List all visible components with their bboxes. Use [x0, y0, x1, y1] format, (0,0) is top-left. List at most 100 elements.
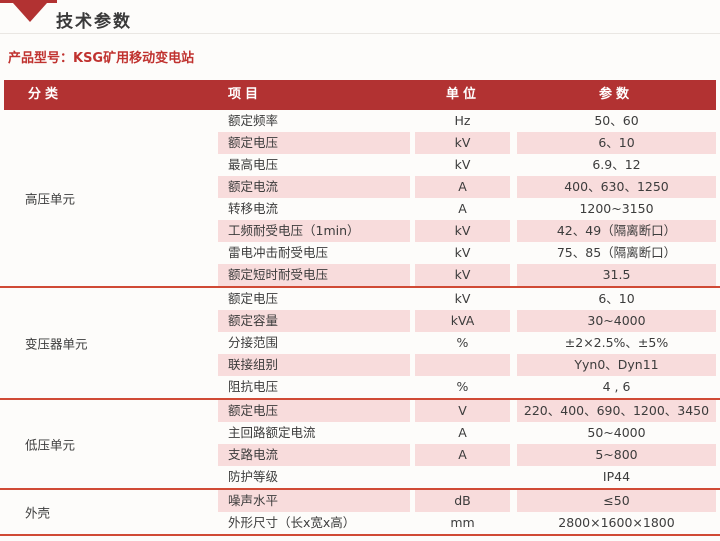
table-row: 支路电流 A 5~800 [0, 444, 720, 466]
page-header: 技术参数 [0, 0, 720, 34]
unit-cell: kV [415, 264, 510, 286]
param-cell: 75、85（隔离断口） [556, 245, 677, 260]
table-row: 额定容量 kVA 30~4000 [0, 310, 720, 332]
table-row: 额定电压 kV 6、10 [0, 132, 720, 154]
unit-cell: kV [454, 245, 471, 260]
item-cell: 防护等级 [228, 469, 279, 484]
param-cell: 6、10 [517, 132, 716, 154]
item-cell: 额定电压 [218, 400, 410, 422]
table-row: 额定短时耐受电压 kV 31.5 [0, 264, 720, 286]
item-cell: 转移电流 [228, 201, 279, 216]
category-label: 外壳 [25, 505, 51, 521]
section-divider [0, 488, 720, 490]
unit-cell: kV [415, 220, 510, 242]
item-cell: 主回路额定电流 [228, 425, 316, 440]
param-cell: Yyn0、Dyn11 [517, 354, 716, 376]
item-cell: 最高电压 [228, 157, 279, 172]
param-cell: 42、49（隔离断口） [517, 220, 716, 242]
table-row: 分接范围 % ±2×2.5%、±5% [0, 332, 720, 354]
table-row: 防护等级 IP44 [0, 466, 720, 488]
unit-cell [415, 354, 510, 376]
table-row: 主回路额定电流 A 50~4000 [0, 422, 720, 444]
param-cell: 1200~3150 [579, 201, 654, 216]
section-divider [0, 286, 720, 288]
table-row: 雷电冲击耐受电压 kV 75、85（隔离断口） [0, 242, 720, 264]
param-cell: 2800×1600×1800 [558, 515, 675, 530]
unit-cell: kV [415, 132, 510, 154]
unit-cell: % [456, 379, 469, 394]
unit-cell: % [456, 335, 469, 350]
param-cell: 50、60 [594, 113, 639, 128]
unit-cell [415, 466, 510, 488]
col-header-category: 分类 [28, 87, 63, 102]
category-label: 变压器单元 [25, 336, 88, 352]
item-cell: 额定电流 [218, 176, 410, 198]
unit-cell: mm [450, 515, 475, 530]
triangle-down-icon [13, 3, 47, 22]
item-cell: 额定电压 [218, 132, 410, 154]
item-cell: 阻抗电压 [228, 379, 279, 394]
table-row: 额定电压 kV 6、10 [0, 288, 720, 310]
unit-cell: A [415, 444, 510, 466]
header-red-bar [0, 0, 57, 3]
table-row: 额定电流 A 400、630、1250 [0, 176, 720, 198]
param-cell: ±2×2.5%、±5% [564, 335, 669, 350]
table-row: 噪声水平 dB ≤50 [0, 490, 720, 512]
item-cell: 噪声水平 [218, 490, 410, 512]
table-row: 转移电流 A 1200~3150 [0, 198, 720, 220]
table-row: 最高电压 kV 6.9、12 [0, 154, 720, 176]
item-cell: 额定容量 [218, 310, 410, 332]
item-cell: 额定短时耐受电压 [218, 264, 410, 286]
col-header-unit: 单位 [445, 87, 480, 102]
section-transformer-unit: 变压器单元 额定电压 kV 6、10 额定容量 kVA 30~4000 分接范围… [0, 288, 720, 398]
section-divider [0, 398, 720, 400]
spec-table: 分类 项目 单位 参数 高压单元 额定频率 Hz 50、60 额定电压 kV 6… [0, 80, 720, 536]
param-cell: 31.5 [517, 264, 716, 286]
table-header-row: 分类 项目 单位 参数 [4, 80, 716, 110]
col-header-item: 项目 [228, 87, 263, 102]
item-cell: 额定电压 [228, 291, 279, 306]
param-cell: ≤50 [517, 490, 716, 512]
product-model-label: 产品型号：KSG矿用移动变电站 [8, 51, 195, 66]
unit-cell: V [415, 400, 510, 422]
unit-cell: kV [454, 157, 471, 172]
item-cell: 额定频率 [228, 113, 279, 128]
table-row: 联接组别 Yyn0、Dyn11 [0, 354, 720, 376]
param-cell: 400、630、1250 [517, 176, 716, 198]
item-cell: 联接组别 [218, 354, 410, 376]
category-label: 高压单元 [25, 191, 76, 207]
item-cell: 支路电流 [218, 444, 410, 466]
category-label: 低压单元 [25, 437, 76, 453]
unit-cell: A [458, 425, 467, 440]
col-header-param: 参数 [598, 87, 633, 102]
table-row: 额定频率 Hz 50、60 [0, 110, 720, 132]
table-row: 工频耐受电压（1min） kV 42、49（隔离断口） [0, 220, 720, 242]
table-row: 外形尺寸（长x宽x高） mm 2800×1600×1800 [0, 512, 720, 534]
item-cell: 工频耐受电压（1min） [218, 220, 410, 242]
param-cell: 5~800 [517, 444, 716, 466]
page-title: 技术参数 [56, 12, 132, 32]
table-row: 阻抗电压 % 4 , 6 [0, 376, 720, 398]
unit-cell: kVA [415, 310, 510, 332]
section-enclosure: 外壳 噪声水平 dB ≤50 外形尺寸（长x宽x高） mm 2800×1600×… [0, 490, 720, 534]
unit-cell: A [415, 176, 510, 198]
unit-cell: Hz [454, 113, 471, 128]
param-cell: 30~4000 [517, 310, 716, 332]
item-cell: 雷电冲击耐受电压 [228, 245, 329, 260]
param-cell: 4 , 6 [602, 379, 631, 394]
unit-cell: A [458, 201, 467, 216]
table-row: 额定电压 V 220、400、690、1200、3450 [0, 400, 720, 422]
param-cell: 50~4000 [587, 425, 646, 440]
item-cell: 分接范围 [228, 335, 279, 350]
unit-cell: kV [454, 291, 471, 306]
param-cell: 220、400、690、1200、3450 [517, 400, 716, 422]
unit-cell: dB [415, 490, 510, 512]
param-cell: 6、10 [598, 291, 635, 306]
section-high-voltage-unit: 高压单元 额定频率 Hz 50、60 额定电压 kV 6、10 最高电压 kV … [0, 110, 720, 286]
section-low-voltage-unit: 低压单元 额定电压 V 220、400、690、1200、3450 主回路额定电… [0, 400, 720, 488]
param-cell: IP44 [602, 469, 631, 484]
table-bottom-border [0, 534, 720, 536]
item-cell: 外形尺寸（长x宽x高） [228, 515, 356, 530]
param-cell: 6.9、12 [592, 157, 641, 172]
